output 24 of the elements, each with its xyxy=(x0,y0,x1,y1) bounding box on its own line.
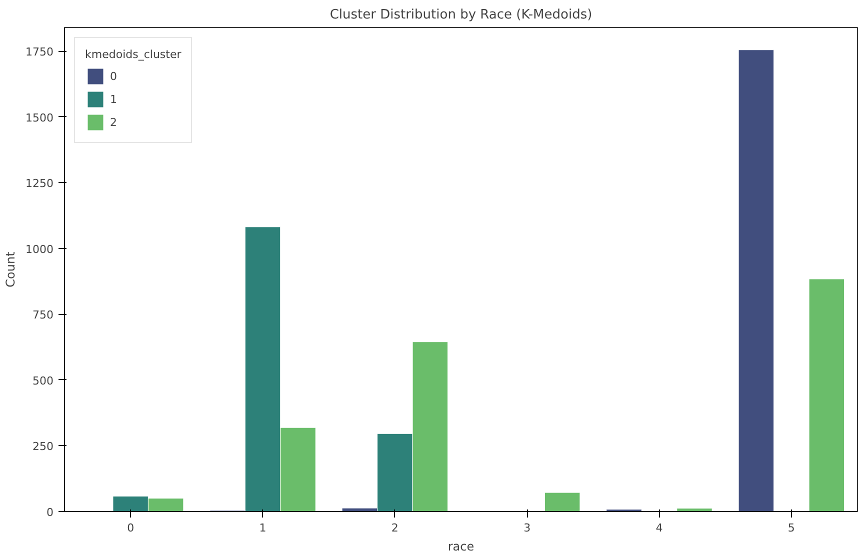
y-tick-label: 500 xyxy=(32,374,54,388)
bar xyxy=(738,50,774,512)
x-tick-label: 4 xyxy=(656,522,663,534)
bar xyxy=(544,492,580,512)
y-tick-label: 1750 xyxy=(26,46,54,59)
x-tick-label: 5 xyxy=(788,522,795,534)
y-tick-label: 0 xyxy=(46,506,54,519)
y-tick-label: 1250 xyxy=(26,177,54,190)
x-tick-label: 1 xyxy=(259,522,266,534)
y-tick-label: 1000 xyxy=(26,242,54,256)
x-axis-title: race xyxy=(448,540,474,554)
bar xyxy=(808,278,845,512)
x-tick-label: 0 xyxy=(127,522,134,534)
x-tick-label: 3 xyxy=(524,522,531,534)
chart-title: Cluster Distribution by Race (K-Medoids) xyxy=(330,8,592,22)
x-tick-label: 2 xyxy=(391,522,398,534)
y-axis-title: Count xyxy=(4,251,18,288)
legend-label: 0 xyxy=(110,70,118,82)
legend-title: kmedoids_cluster xyxy=(85,48,182,61)
y-tick-label: 750 xyxy=(32,308,54,322)
legend-label: 2 xyxy=(110,116,118,128)
legend-label: 1 xyxy=(110,92,118,106)
y-tick-label: 1500 xyxy=(26,111,54,124)
y-tick-label: 250 xyxy=(32,440,54,454)
